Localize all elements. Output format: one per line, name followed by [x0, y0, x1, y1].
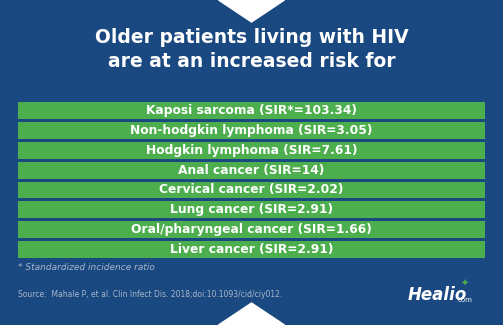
Text: Hodgkin lymphoma (SIR=7.61): Hodgkin lymphoma (SIR=7.61): [146, 144, 357, 157]
Text: Older patients living with HIV
are at an increased risk for: Older patients living with HIV are at an…: [95, 28, 408, 71]
Text: Cervical cancer (SIR=2.02): Cervical cancer (SIR=2.02): [159, 183, 344, 196]
Bar: [18, 202, 485, 218]
Text: Non-hodgkin lymphoma (SIR=3.05): Non-hodgkin lymphoma (SIR=3.05): [130, 124, 373, 137]
Bar: [18, 221, 485, 238]
Text: Liver cancer (SIR=2.91): Liver cancer (SIR=2.91): [170, 243, 333, 256]
Bar: [18, 181, 485, 198]
Bar: [18, 122, 485, 139]
Text: Anal cancer (SIR=14): Anal cancer (SIR=14): [179, 163, 324, 176]
Text: ✦: ✦: [461, 279, 469, 289]
Text: Lung cancer (SIR=2.91): Lung cancer (SIR=2.91): [170, 203, 333, 216]
Text: * Standardized incidence ratio: * Standardized incidence ratio: [18, 263, 155, 272]
Bar: [18, 162, 485, 178]
Polygon shape: [218, 0, 285, 22]
Bar: [18, 142, 485, 159]
Polygon shape: [218, 303, 285, 325]
Text: Source:  Mahale P, et al. Clin Infect Dis. 2018;doi:10.1093/cid/ciy012.: Source: Mahale P, et al. Clin Infect Dis…: [18, 290, 282, 299]
Text: Oral/pharyngeal cancer (SIR=1.66): Oral/pharyngeal cancer (SIR=1.66): [131, 223, 372, 236]
Text: com: com: [458, 297, 472, 303]
Bar: [18, 241, 485, 258]
Text: Healio: Healio: [408, 286, 467, 304]
Bar: [18, 102, 485, 119]
Text: Kaposi sarcoma (SIR*=103.34): Kaposi sarcoma (SIR*=103.34): [146, 104, 357, 117]
